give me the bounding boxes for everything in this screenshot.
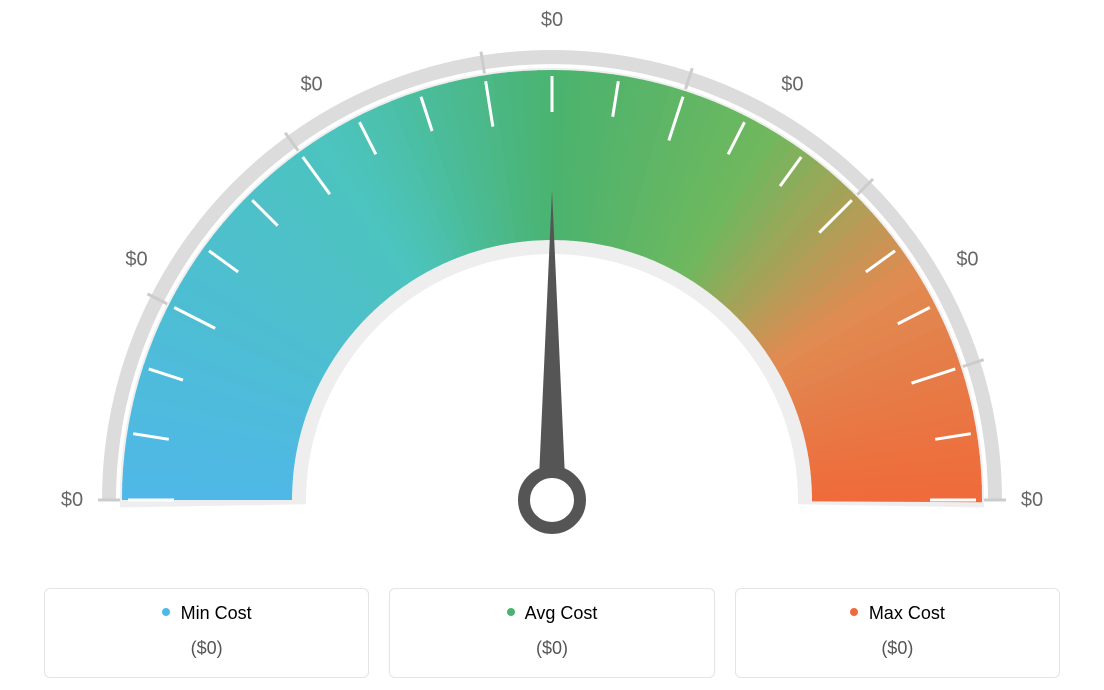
legend-max-label: Max Cost xyxy=(869,603,945,623)
legend-card-max: Max Cost ($0) xyxy=(735,588,1060,678)
legend-avg-title: Avg Cost xyxy=(400,603,703,624)
gauge-area: $0 $0 $0 $0 $0 $0 $0 xyxy=(52,0,1052,570)
legend-card-min: Min Cost ($0) xyxy=(44,588,369,678)
gauge-tick-label: $0 xyxy=(300,74,322,96)
legend-min-label: Min Cost xyxy=(181,603,252,623)
gauge-tick-label: $0 xyxy=(1021,489,1043,511)
legend-min-title: Min Cost xyxy=(55,603,358,624)
legend-min-value: ($0) xyxy=(55,638,358,659)
gauge-tick-label: $0 xyxy=(61,489,83,511)
gauge-chart-container: $0 $0 $0 $0 $0 $0 $0 Min Cost ($0) Avg Cost ($… xyxy=(0,0,1104,690)
legend-max-dot xyxy=(850,608,858,616)
legend-card-avg: Avg Cost ($0) xyxy=(389,588,714,678)
gauge-tick-label: $0 xyxy=(125,249,147,271)
gauge-svg: $0 $0 $0 $0 $0 $0 $0 xyxy=(52,0,1052,570)
legend-max-value: ($0) xyxy=(746,638,1049,659)
legend-avg-dot xyxy=(507,608,515,616)
legend-avg-label: Avg Cost xyxy=(525,603,598,623)
gauge-tick-label: $0 xyxy=(781,74,803,96)
legend-min-dot xyxy=(162,608,170,616)
legend-max-title: Max Cost xyxy=(746,603,1049,624)
legend-row: Min Cost ($0) Avg Cost ($0) Max Cost ($0… xyxy=(44,588,1060,678)
gauge-tick-label: $0 xyxy=(541,9,563,31)
gauge-tick-label: $0 xyxy=(956,249,978,271)
legend-avg-value: ($0) xyxy=(400,638,703,659)
